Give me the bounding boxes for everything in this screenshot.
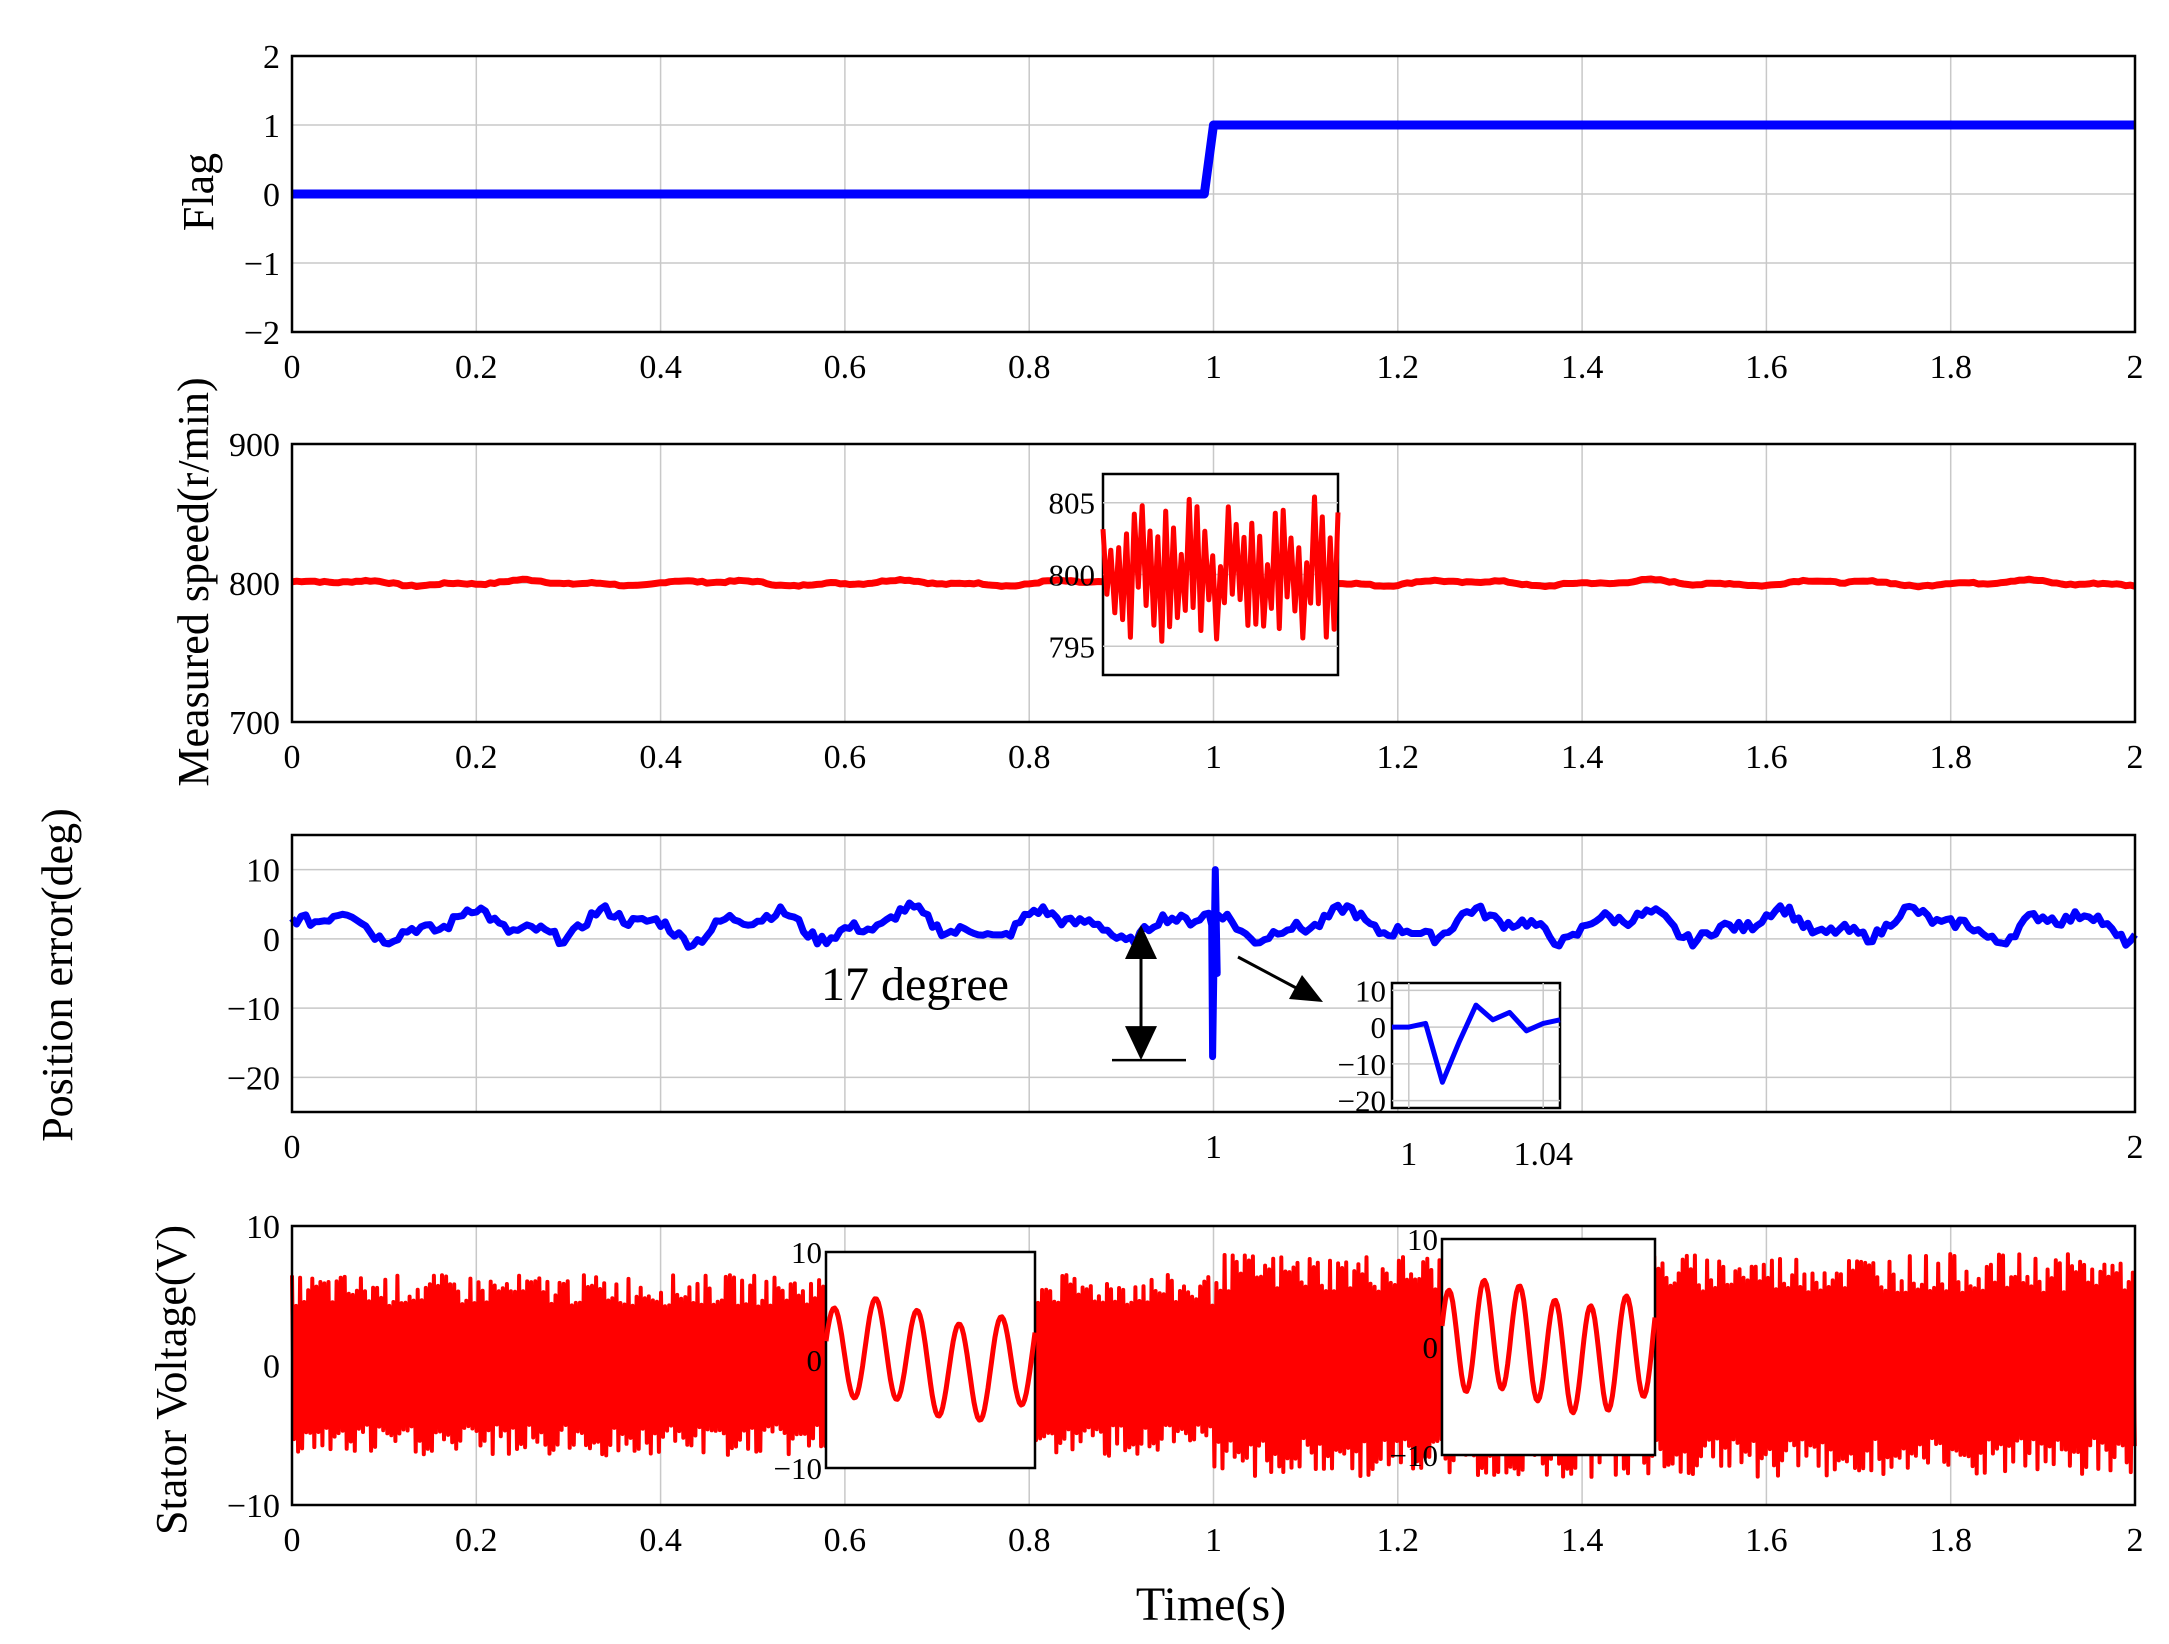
flag-ylabel: Flag (174, 153, 223, 231)
y-tick-label: 900 (229, 427, 280, 464)
pointer-arrow-shaft (1237, 955, 1301, 992)
speed-ylabel: Measured speed(r/min) (169, 377, 218, 786)
position-error-series-line (289, 866, 2138, 1061)
x-tick-label: 0 (284, 349, 301, 386)
y-tick-label: 0 (263, 177, 280, 214)
x-tick-label: 0.2 (455, 739, 498, 776)
x-tick-label: 0.6 (824, 1522, 867, 1559)
voltage-inset-line (1439, 1277, 1658, 1416)
plot-frame (290, 1224, 2137, 1507)
stator-voltage-series-line (290, 1252, 2137, 1479)
x-tick-label: 2 (2127, 349, 2144, 386)
x-tick-label: 0.6 (824, 349, 867, 386)
x-tick-label: 1 (1205, 1129, 1222, 1166)
x-tick-label: 0.2 (455, 1522, 498, 1559)
position-inset-frame (1390, 981, 1562, 1110)
stator-voltage-ylabel: Stator Voltage(V) (147, 1225, 196, 1535)
x-tick-label: 2 (2127, 1522, 2144, 1559)
x-tick-label: 1.4 (1561, 1522, 1604, 1559)
speed-inset-tick: 800 (1049, 558, 1096, 593)
y-tick-label: 0 (263, 1349, 280, 1386)
plot-frame (290, 54, 2137, 334)
x-tick-label: 1 (1205, 349, 1222, 386)
position-inset-line (1392, 1002, 1561, 1085)
x-tick-label: 0.4 (639, 1522, 682, 1559)
y-tick-label: −2 (244, 315, 280, 352)
speed-inset-line (1100, 494, 1341, 644)
voltage-inset-tick: 0 (807, 1343, 823, 1378)
x-tick-label: 0.8 (1008, 349, 1051, 386)
position-inset-y-tick: 0 (1371, 1010, 1387, 1045)
x-tick-label: 1.2 (1377, 1522, 1420, 1559)
x-tick-label: 0.2 (455, 349, 498, 386)
x-tick-label: 0 (284, 1522, 301, 1559)
y-tick-label: 0 (263, 922, 280, 959)
pointer-arrow-head (1289, 975, 1323, 1002)
x-tick-label: 2 (2127, 1129, 2144, 1166)
x-tick-label: 0.4 (639, 739, 682, 776)
position-inset-y-tick: −20 (1338, 1084, 1386, 1119)
position-error-ylabel: Position error(deg) (33, 808, 82, 1142)
y-tick-label: −20 (227, 1060, 280, 1097)
x-tick-label: 1 (1205, 739, 1222, 776)
x-axis-label: Time(s) (1136, 1578, 1286, 1631)
voltage-inset-tick: 0 (1423, 1330, 1439, 1365)
voltage-inset-tick: −10 (774, 1451, 822, 1486)
flag-series-line (292, 120, 2135, 199)
degree-annotation: 17 degree (821, 958, 1009, 1011)
y-tick-label: −1 (244, 246, 280, 283)
y-tick-label: 1 (263, 108, 280, 145)
voltage-inset-tick: 10 (791, 1235, 822, 1270)
x-tick-label: 1.4 (1561, 349, 1604, 386)
x-tick-label: 0.8 (1008, 739, 1051, 776)
position-inset-y-tick: −10 (1338, 1047, 1386, 1082)
stator-voltage-panel: 100−100 0.2 0.4 0.6 0.8 1 1.2 1.4 1.6 1.8 2100−101… (227, 1209, 2144, 1559)
x-tick-label: 0 (284, 1129, 301, 1166)
y-tick-label: 10 (246, 1209, 280, 1246)
y-tick-label: −10 (227, 1488, 280, 1525)
voltage-inset-line (823, 1296, 1038, 1423)
x-tick-label: 1.6 (1745, 739, 1788, 776)
plot-frame (290, 442, 2137, 724)
x-tick-label: 1.2 (1377, 349, 1420, 386)
position-inset-x-tick: 1 (1400, 1136, 1417, 1173)
x-tick-label: 1.8 (1929, 1522, 1972, 1559)
x-tick-label: 1.8 (1929, 349, 1972, 386)
y-tick-label: 2 (263, 39, 280, 76)
voltage-inset-frame (824, 1250, 1037, 1470)
position-inset-y-tick: 10 (1355, 973, 1386, 1008)
voltage-inset-tick: −10 (1390, 1438, 1438, 1473)
flag-panel: 210−1−20 0.2 0.4 0.6 0.8 1 1.2 1.4 1.6 1.8 2 (244, 39, 2144, 386)
voltage-inset-tick: 10 (1407, 1222, 1438, 1257)
x-tick-label: 1.2 (1377, 739, 1420, 776)
x-tick-label: 1.6 (1745, 349, 1788, 386)
x-tick-label: 1 (1205, 1522, 1222, 1559)
y-tick-label: 700 (229, 705, 280, 742)
x-tick-label: 0.8 (1008, 1522, 1051, 1559)
x-tick-label: 0.6 (824, 739, 867, 776)
x-tick-label: 1.4 (1561, 739, 1604, 776)
x-tick-label: 2 (2127, 739, 2144, 776)
speed-inset-tick: 805 (1049, 486, 1096, 521)
degree-arrow-up-head (1125, 925, 1157, 960)
degree-arrow-down-head (1125, 1026, 1157, 1061)
x-tick-label: 0 (284, 739, 301, 776)
speed-inset-tick: 795 (1049, 629, 1096, 664)
x-tick-label: 1.6 (1745, 1522, 1788, 1559)
y-tick-label: 10 (246, 853, 280, 890)
position-inset-x-tick: 1.04 (1513, 1136, 1573, 1173)
x-tick-label: 0.4 (639, 349, 682, 386)
y-tick-label: −10 (227, 991, 280, 1028)
y-tick-label: 800 (229, 566, 280, 603)
x-tick-label: 1.8 (1929, 739, 1972, 776)
plot-frame (290, 833, 2137, 1114)
